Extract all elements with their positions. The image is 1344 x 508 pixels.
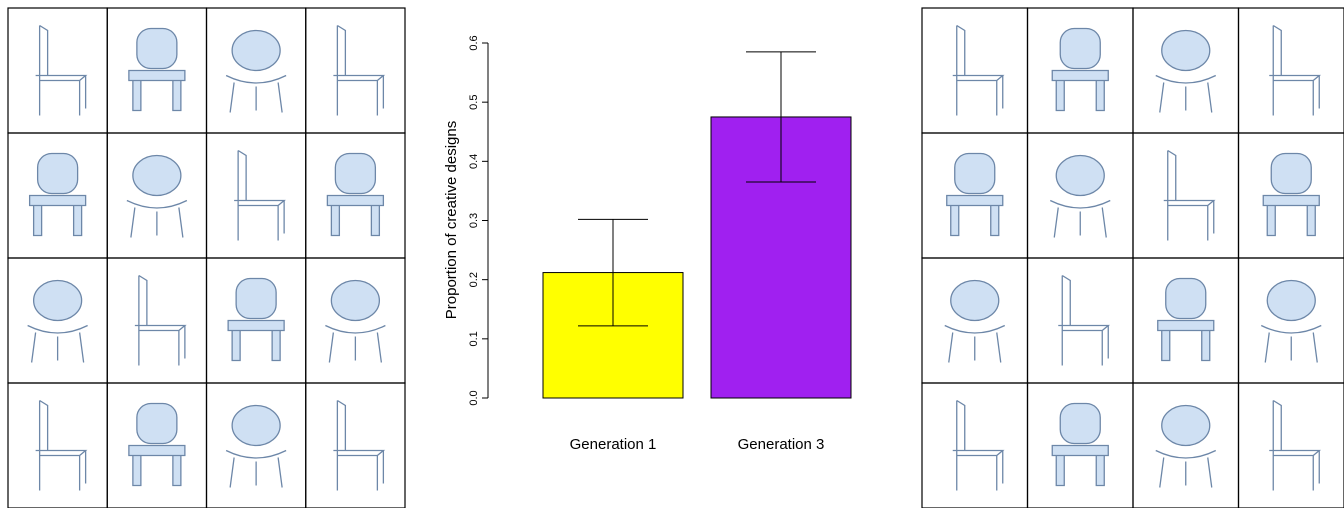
- chair-sketch: [954, 152, 996, 195]
- chair-sketch: [28, 194, 87, 237]
- chair-sketch: [330, 279, 381, 322]
- y-axis-label: Proportion of creative designs: [443, 121, 460, 319]
- chair-sketch: [1055, 154, 1105, 197]
- x-tick-label: Generation 1: [570, 436, 657, 453]
- chair-sketch: [225, 449, 287, 488]
- chair-sketch: [946, 194, 1004, 237]
- chair-sketch: [1165, 277, 1207, 320]
- chair-sketch: [35, 24, 88, 116]
- panel-cell: [205, 132, 307, 259]
- panel-cell: [921, 382, 1029, 508]
- panel-cell: [921, 7, 1029, 134]
- panel-cell: [1237, 382, 1344, 508]
- panel-cell: [1132, 132, 1240, 259]
- chair-sketch: [134, 274, 187, 366]
- chair-sketch: [35, 399, 88, 491]
- chair-sketch: [1262, 194, 1320, 237]
- chair-sketch: [1049, 199, 1111, 238]
- chair-sketch: [334, 152, 377, 195]
- chair-sketch: [231, 404, 281, 447]
- x-tick-label: Generation 3: [738, 436, 825, 453]
- chair-sketch: [1161, 404, 1211, 447]
- chair-sketch: [1163, 149, 1216, 241]
- chair-sketch: [333, 24, 386, 116]
- chair-sketch: [231, 29, 281, 72]
- chair-sketch: [1270, 152, 1312, 195]
- chair-sketch: [1059, 27, 1101, 70]
- y-tick-label: 0.5: [468, 95, 480, 110]
- error-bar: [746, 51, 816, 183]
- chair-sketch: [1155, 74, 1217, 113]
- chair-sketch: [325, 324, 386, 363]
- y-tick-label: 0.0: [468, 390, 480, 405]
- chair-sketch: [32, 279, 83, 322]
- panel-cell: [305, 382, 406, 508]
- chair-sketch: [235, 277, 277, 320]
- chair-sketch: [136, 402, 178, 445]
- y-tick-label: 0.3: [468, 213, 480, 228]
- chair-sketch: [1266, 279, 1316, 322]
- panel-cell: [305, 7, 406, 134]
- chair-sketch: [1059, 402, 1101, 445]
- chair-sketch: [126, 199, 188, 238]
- y-tick-label: 0.1: [468, 331, 480, 346]
- chair-sketch: [944, 324, 1006, 363]
- chair-sketch: [333, 399, 386, 491]
- chair-sketch: [1260, 324, 1322, 363]
- chair-sketch: [227, 319, 285, 362]
- chair-sketch: [36, 152, 79, 195]
- panel-cell: [7, 382, 108, 508]
- chair-sketch: [1161, 29, 1211, 72]
- chair-sketch: [1157, 319, 1215, 362]
- chair-sketch: [952, 399, 1005, 491]
- chair-sketch: [1155, 449, 1217, 488]
- chair-sketch: [1269, 24, 1322, 116]
- chair-sketch: [225, 74, 287, 113]
- chair-sketch: [128, 444, 186, 487]
- y-tick-label: 0.4: [468, 154, 480, 169]
- panel-cell: [1026, 257, 1134, 384]
- chair-sketch: [1269, 399, 1322, 491]
- error-bar: [578, 218, 648, 327]
- chair-sketch: [234, 149, 286, 241]
- chair-sketch: [136, 27, 178, 70]
- chair-sketch: [128, 69, 186, 112]
- chair-panels: [7, 7, 1344, 508]
- chair-sketch: [326, 194, 385, 237]
- y-tick-label: 0.2: [468, 272, 480, 287]
- panel-cell: [106, 257, 208, 384]
- chair-sketch: [950, 279, 1000, 322]
- chair-sketch: [1051, 444, 1109, 487]
- chair-sketch: [27, 324, 88, 363]
- chair-sketch: [1051, 69, 1109, 112]
- chair-sketch: [952, 24, 1005, 116]
- panel-cell: [7, 7, 108, 134]
- chair-sketch: [132, 154, 182, 197]
- panel-cell: [1237, 7, 1344, 134]
- y-tick-label: 0.6: [468, 35, 480, 50]
- chair-sketch: [1058, 274, 1111, 366]
